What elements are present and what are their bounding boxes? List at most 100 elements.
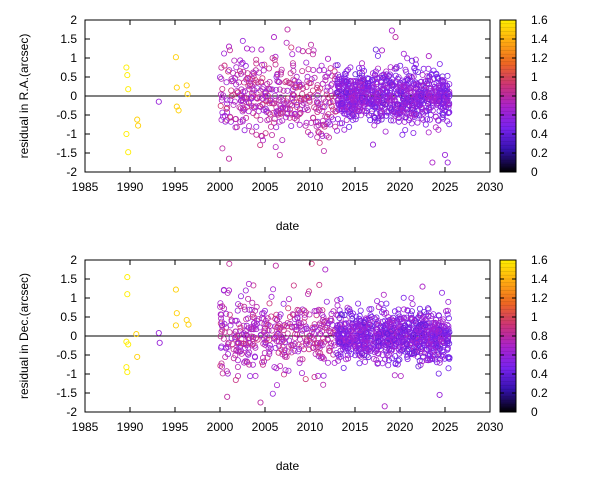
data-point [357, 112, 364, 119]
colorbar-tick-label: 1.2 [531, 291, 548, 305]
data-point [256, 324, 263, 331]
data-point [297, 356, 304, 363]
data-point [304, 290, 311, 297]
data-point [384, 338, 391, 345]
data-point [268, 293, 275, 300]
data-point [246, 75, 253, 82]
data-point [237, 98, 244, 105]
data-point [257, 116, 264, 123]
data-point [367, 344, 374, 351]
data-point [256, 94, 263, 101]
data-point [307, 41, 314, 48]
data-point [284, 319, 291, 326]
data-point [432, 352, 439, 359]
data-point [422, 322, 429, 329]
data-point [441, 355, 448, 362]
data-point [289, 91, 296, 98]
data-point [431, 356, 438, 363]
data-point [421, 335, 428, 342]
data-point [295, 341, 302, 348]
data-point [408, 311, 415, 318]
data-point [393, 84, 400, 91]
data-point [400, 50, 407, 57]
data-point [231, 57, 238, 64]
data-point [426, 116, 433, 123]
data-point [217, 300, 224, 307]
data-point [440, 115, 447, 122]
data-point [218, 311, 225, 318]
data-point [239, 118, 246, 125]
data-point [352, 352, 359, 359]
colorbar-tick-label: 1 [531, 310, 538, 324]
y-tick-label: -1.5 [56, 146, 77, 160]
data-point [418, 105, 425, 112]
data-point [410, 73, 417, 80]
data-point [277, 311, 284, 318]
data-point [410, 101, 417, 108]
data-point [349, 343, 356, 350]
data-point [225, 155, 233, 162]
data-point [294, 331, 301, 338]
data-point [431, 321, 438, 328]
data-point [272, 61, 279, 68]
data-point [219, 303, 226, 310]
data-point [282, 367, 289, 374]
data-point [386, 104, 393, 111]
data-point [424, 97, 431, 104]
colorbar-tick-label: 0.2 [531, 386, 548, 400]
data-point [270, 34, 278, 41]
data-point [356, 341, 363, 348]
data-point [278, 66, 285, 73]
x-tick-label: 2030 [477, 180, 504, 194]
data-point [446, 329, 453, 336]
data-point [341, 126, 348, 133]
data-point [334, 302, 341, 309]
data-point [397, 83, 404, 90]
data-point [352, 348, 359, 355]
data-point [416, 357, 423, 364]
data-point [237, 119, 244, 126]
data-point [408, 315, 415, 322]
data-point [392, 320, 399, 327]
data-point [308, 260, 315, 267]
data-point [365, 81, 372, 88]
data-point [265, 344, 272, 351]
data-point [125, 86, 132, 93]
data-point [225, 287, 233, 294]
data-point [424, 305, 431, 312]
data-point [257, 142, 264, 149]
data-point [430, 67, 437, 74]
data-point [279, 97, 286, 104]
data-point [445, 365, 452, 372]
data-point [273, 311, 280, 318]
data-point [246, 86, 253, 93]
data-point [441, 329, 448, 336]
data-point [403, 91, 410, 98]
data-point [315, 128, 322, 135]
data-point [440, 93, 447, 100]
data-point [335, 357, 342, 364]
data-point [243, 45, 251, 52]
data-point [402, 127, 409, 134]
data-point [421, 338, 428, 345]
data-point [258, 46, 265, 53]
data-point [443, 308, 450, 315]
data-point [248, 326, 255, 333]
data-point [357, 307, 364, 314]
data-point [175, 107, 182, 114]
data-point [314, 372, 321, 379]
data-point [310, 335, 317, 342]
data-point [337, 295, 344, 302]
x-tick-label: 1990 [117, 180, 144, 194]
data-point [273, 124, 280, 131]
data-point [283, 39, 290, 46]
data-point [298, 81, 305, 88]
data-point [231, 98, 238, 105]
data-point [235, 89, 242, 96]
data-point [310, 67, 317, 74]
colorbar-tick-label: 0 [531, 165, 538, 179]
data-point [183, 82, 190, 89]
data-point [172, 322, 179, 329]
data-point [417, 328, 424, 335]
